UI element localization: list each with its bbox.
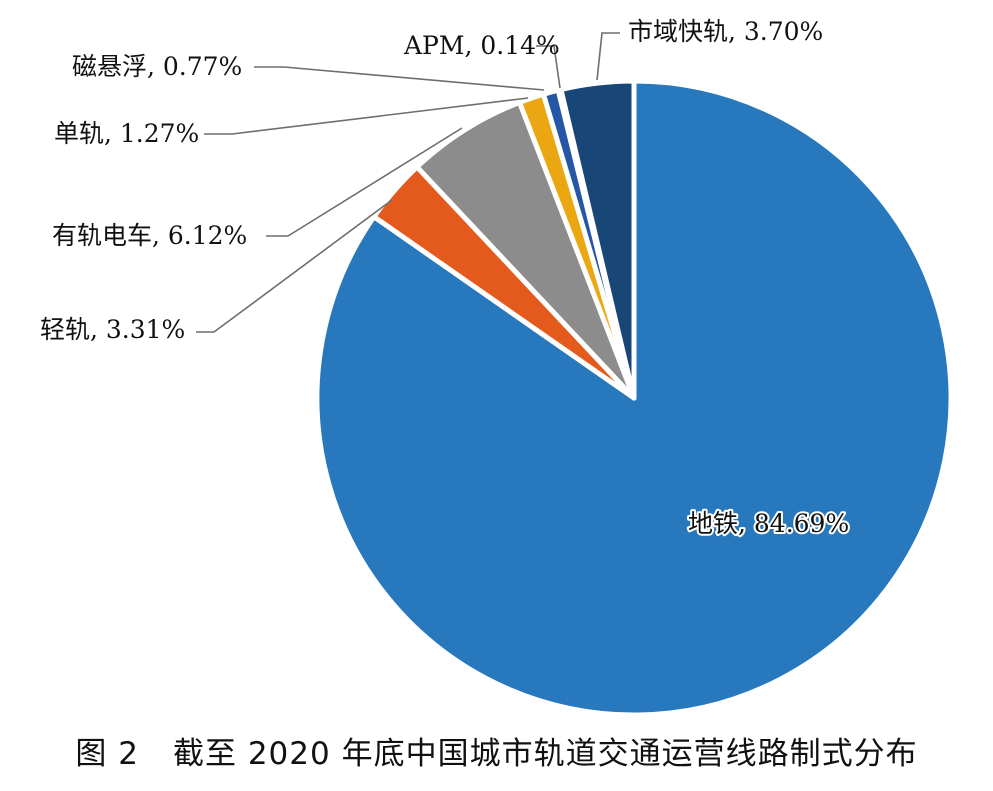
- leader-lines: [196, 32, 620, 333]
- leader-line: [596, 32, 620, 81]
- slice-label: 地铁, 84.69%: [688, 509, 849, 538]
- slice-label: 市域快轨, 3.70%: [628, 17, 823, 46]
- pie-slice-6: [558, 78, 637, 401]
- slice-label: 单轨, 1.27%: [54, 119, 199, 148]
- slice-labels: 地铁, 84.69% 轻轨, 3.31% 有轨电车, 6.12% 单轨, 1.27% 磁…: [40, 17, 851, 540]
- leader-line: [196, 199, 393, 333]
- leader-line: [536, 45, 561, 89]
- pie-slices: [314, 78, 954, 718]
- leader-line: [204, 97, 529, 135]
- slice-label: 磁悬浮, 0.77%: [72, 52, 242, 81]
- figure-caption: 图 2 截至 2020 年底中国城市轨道交通运营线路制式分布: [0, 728, 993, 773]
- slice-label: APM, 0.14%: [403, 31, 560, 60]
- figure-title: 截至 2020 年底中国城市轨道交通运营线路制式分布: [172, 736, 918, 772]
- leader-line: [266, 127, 463, 237]
- leader-line: [254, 66, 545, 91]
- slice-label: 轻轨, 3.31%: [40, 315, 185, 344]
- figure-number: 图 2: [75, 736, 139, 772]
- slice-label: 有轨电车, 6.12%: [52, 221, 247, 250]
